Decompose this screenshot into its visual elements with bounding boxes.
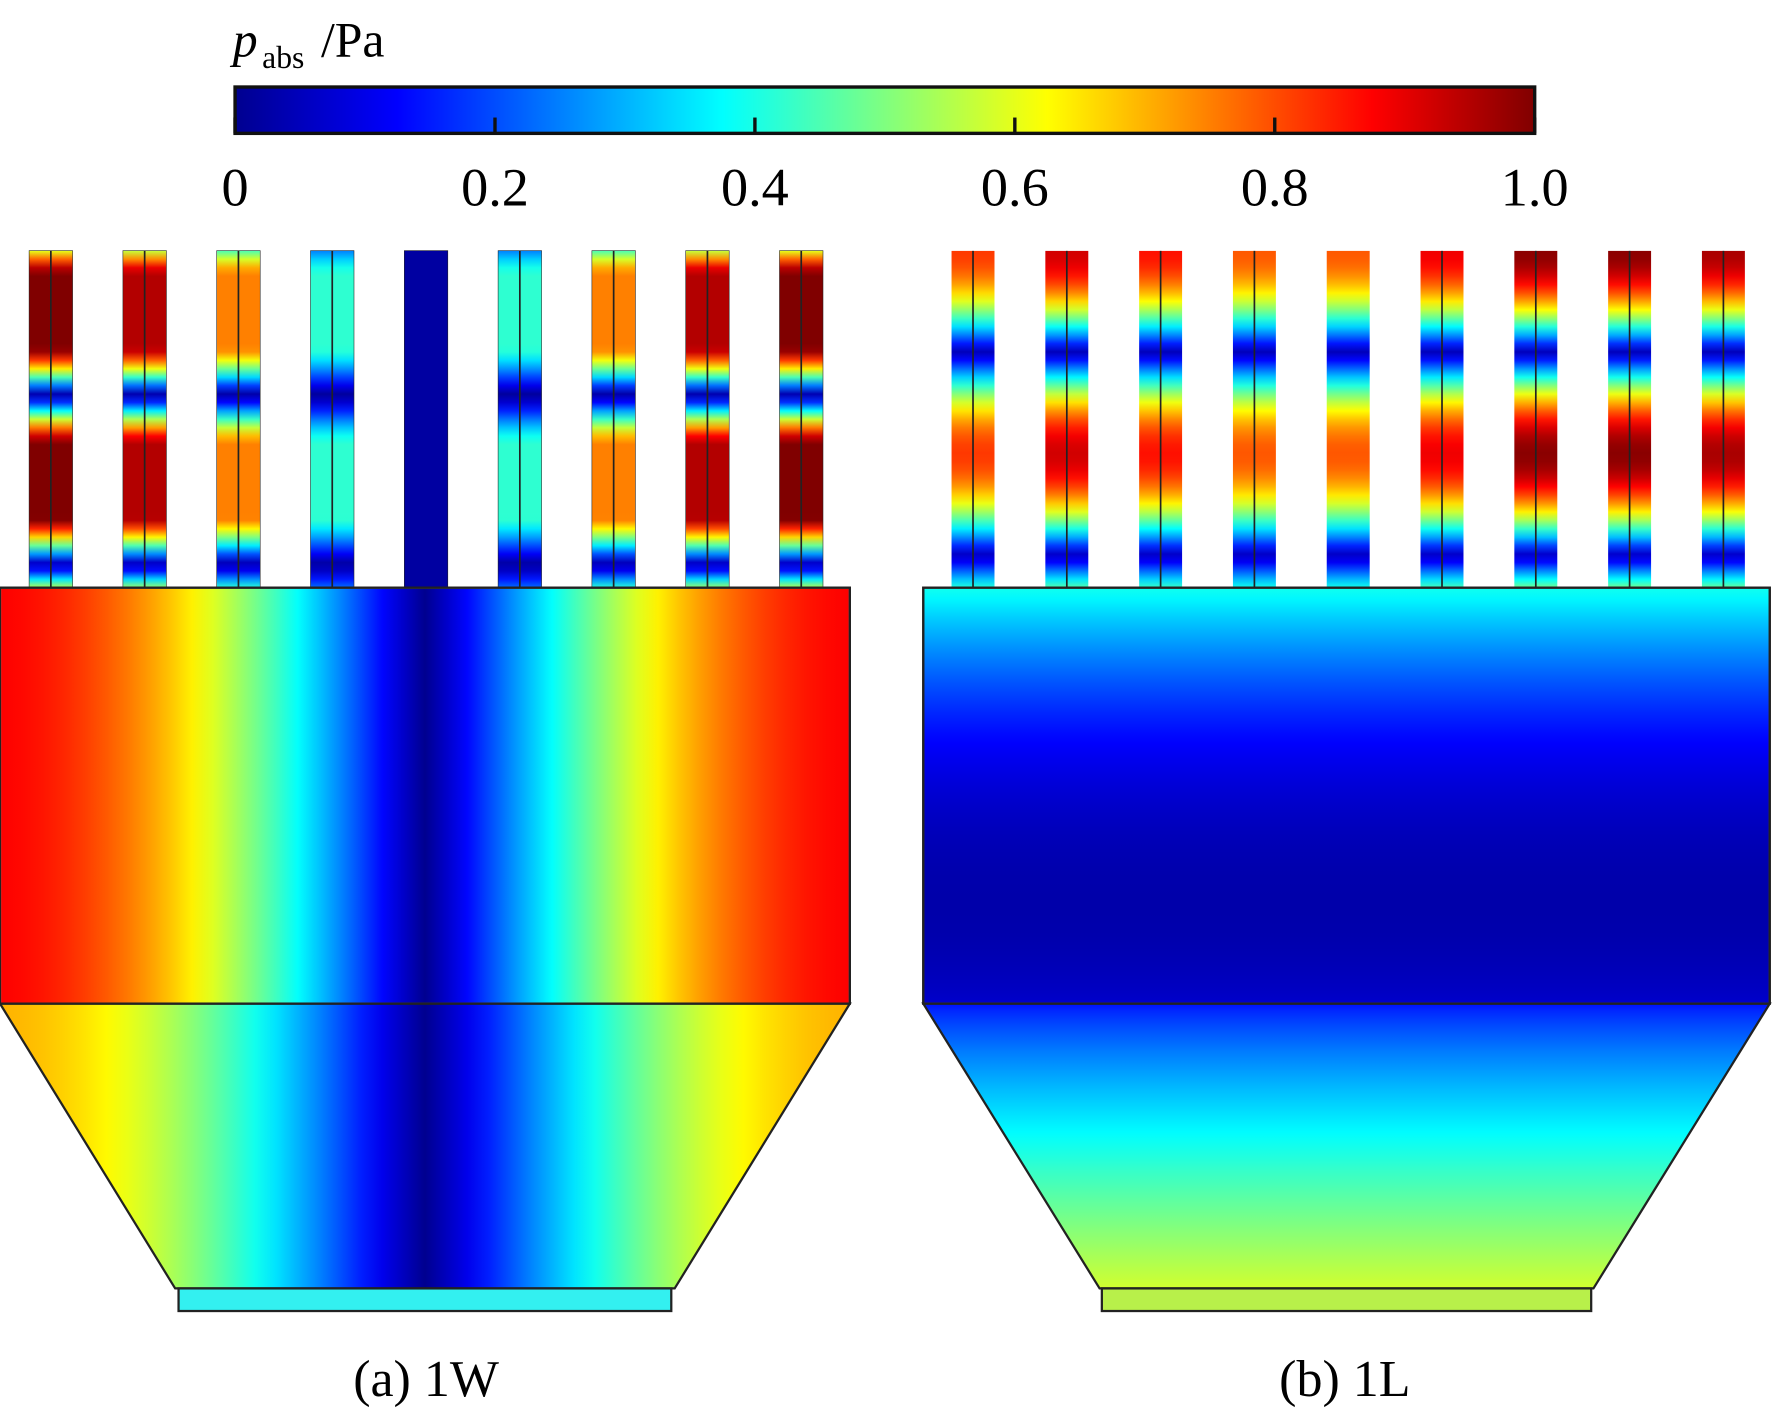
panel-b-field bbox=[921, 250, 1772, 1313]
colorbar bbox=[233, 85, 1537, 136]
colorbar-tick-label: 0.6 bbox=[981, 158, 1049, 218]
colorbar-tick-label: 0.4 bbox=[721, 158, 789, 218]
chamber-fill bbox=[1, 588, 849, 1003]
colorbar-symbol: p bbox=[230, 13, 258, 68]
cone bbox=[921, 1002, 1772, 1290]
outlet bbox=[177, 1287, 673, 1313]
chamber-outline bbox=[922, 586, 1771, 1005]
colorbar-unit: /Pa bbox=[321, 13, 385, 68]
panel-a-field bbox=[0, 250, 852, 1313]
outlet bbox=[1100, 1287, 1593, 1313]
colorbar-tick-label: 0 bbox=[221, 158, 248, 218]
colorbar-tick-label: 1.0 bbox=[1501, 158, 1569, 218]
panel-caption: (b) 1L bbox=[1279, 1351, 1410, 1408]
chamber-fill bbox=[924, 588, 1769, 1003]
tube-fill bbox=[404, 250, 448, 588]
colorbar-tick-label: 0.8 bbox=[1241, 158, 1309, 218]
panel-caption: (a) 1W bbox=[353, 1351, 499, 1408]
tube bbox=[1326, 250, 1370, 588]
colorbar-subscript: abs bbox=[262, 40, 304, 75]
colorbar-tick-label: 0.2 bbox=[461, 158, 529, 218]
chamber-outline bbox=[0, 586, 851, 1005]
cone bbox=[0, 1002, 852, 1290]
